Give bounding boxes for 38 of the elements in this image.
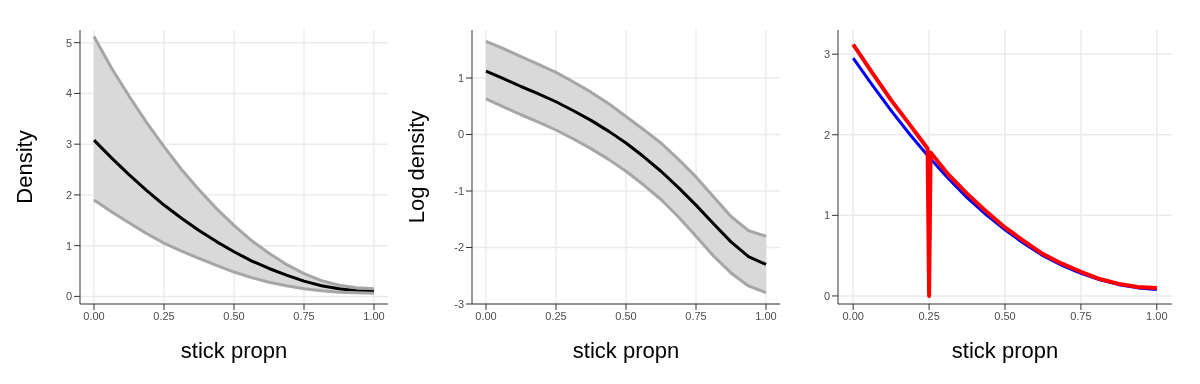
y-tick-label: -2 bbox=[454, 241, 464, 254]
line-series bbox=[484, 39, 768, 238]
y-tick-label: 4 bbox=[65, 87, 72, 100]
y-tick-label: -1 bbox=[454, 184, 464, 197]
x-axis-title: stick propn bbox=[951, 338, 1059, 363]
x-tick-label: 0.00 bbox=[475, 309, 497, 322]
x-tick-label: 0.75 bbox=[1070, 309, 1092, 322]
x-tick-label: 1.00 bbox=[1146, 309, 1168, 322]
y-tick-label: 1 bbox=[823, 209, 830, 222]
y-tick-label: 0 bbox=[65, 290, 72, 303]
x-tick-label: 1.00 bbox=[363, 309, 385, 322]
line-series bbox=[484, 97, 768, 295]
y-tick-label: 0 bbox=[823, 289, 830, 302]
x-tick-label: 0.25 bbox=[545, 309, 567, 322]
x-axis-title: stick propn bbox=[180, 338, 288, 363]
y-tick-label: 2 bbox=[823, 128, 830, 141]
y-axis-title: Log density bbox=[403, 110, 429, 224]
x-tick-label: 1.00 bbox=[755, 309, 777, 322]
x-tick-label: 0.00 bbox=[842, 309, 864, 322]
y-axis-title: Density bbox=[11, 130, 37, 204]
y-tick-label: 0 bbox=[457, 128, 464, 141]
y-tick-label: 1 bbox=[457, 71, 464, 84]
line-series bbox=[484, 69, 768, 266]
y-tick-label: 5 bbox=[65, 36, 72, 49]
x-tick-label: 0.75 bbox=[685, 309, 707, 322]
x-tick-label: 0.50 bbox=[223, 309, 245, 322]
y-tick-label: 3 bbox=[823, 48, 830, 61]
y-tick-label: 2 bbox=[65, 188, 72, 201]
x-axis-title: stick propn bbox=[572, 338, 680, 363]
x-tick-label: 0.50 bbox=[994, 309, 1016, 322]
x-tick-label: 0.25 bbox=[153, 309, 175, 322]
x-tick-label: 0.25 bbox=[918, 309, 940, 322]
y-tick-label: 3 bbox=[65, 138, 72, 151]
y-tick-label: -3 bbox=[454, 297, 464, 310]
x-tick-label: 0.50 bbox=[615, 309, 637, 322]
x-tick-label: 0.00 bbox=[83, 309, 105, 322]
x-tick-label: 0.75 bbox=[293, 309, 315, 322]
y-tick-label: 1 bbox=[65, 239, 72, 252]
